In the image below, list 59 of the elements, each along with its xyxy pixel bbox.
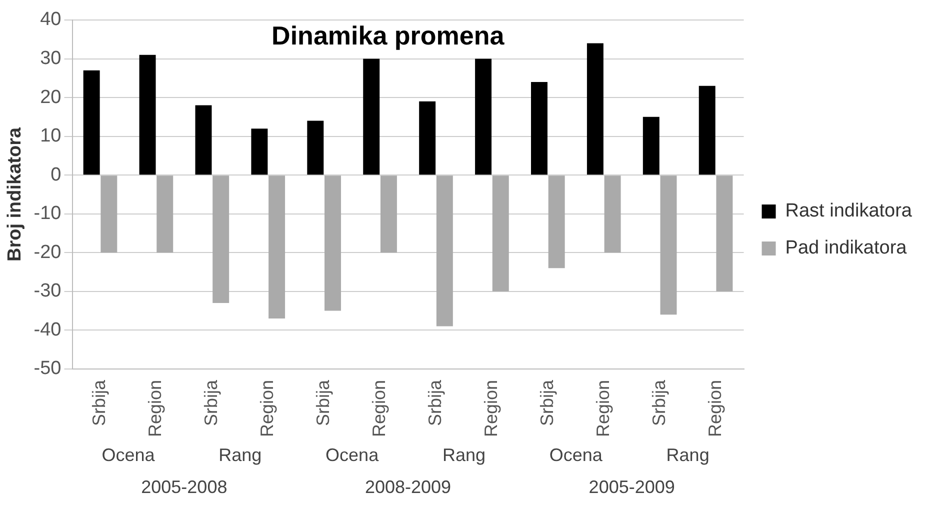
- text: Ocena: [549, 444, 604, 465]
- text: Rang: [442, 444, 486, 465]
- legend-label: Rast indikatora: [785, 200, 912, 222]
- bar: [660, 176, 677, 315]
- y-tick-label: -40: [34, 319, 62, 340]
- bar: [475, 58, 492, 175]
- bar: [324, 176, 341, 311]
- bar: [716, 176, 733, 292]
- x-tick-label: Region: [592, 380, 613, 438]
- x-tick-label: Region: [257, 380, 278, 438]
- bar: [156, 176, 174, 253]
- y-tick-label: -10: [34, 203, 62, 224]
- x-tick-label: Srbija: [648, 378, 669, 426]
- bar: [139, 54, 156, 175]
- x-tick-label: Region: [480, 380, 501, 438]
- bar: [195, 105, 212, 175]
- bar: [548, 176, 565, 268]
- bar: [698, 86, 716, 175]
- y-tick-label: 20: [40, 86, 62, 108]
- x-tick-label: Srbija: [313, 378, 334, 426]
- chart-title: Dinamika promena: [272, 20, 505, 51]
- bar: [642, 116, 660, 175]
- text: Rang: [666, 444, 710, 465]
- bar: [419, 101, 436, 175]
- bar: [436, 176, 453, 326]
- y-tick-label: 40: [40, 9, 62, 30]
- y-tick-label: -50: [34, 358, 62, 380]
- x-tick-label: Region: [145, 380, 166, 438]
- y-axis-title: Broj indikatora: [4, 127, 26, 262]
- y-tick-label: -20: [34, 242, 62, 263]
- text: 2008-2009: [364, 476, 452, 497]
- bar: [212, 176, 230, 304]
- bar: [83, 70, 100, 175]
- text: Ocena: [326, 444, 380, 465]
- bar: [492, 176, 509, 292]
- text: Ocena: [102, 444, 156, 465]
- y-tick-label: -30: [34, 280, 62, 302]
- bar: [307, 120, 324, 175]
- bar: [586, 43, 604, 175]
- bar: [251, 128, 268, 175]
- bar: [531, 82, 548, 175]
- y-tick-label: 0: [50, 164, 62, 186]
- x-tick-label: Region: [369, 380, 390, 438]
- bar: [380, 176, 397, 253]
- text: Rang: [218, 444, 262, 465]
- y-tick-label: 30: [40, 48, 62, 70]
- bar: [100, 176, 118, 253]
- x-tick-label: Srbija: [536, 378, 557, 426]
- x-tick-label: Srbija: [89, 378, 110, 426]
- text: 2005-2009: [588, 476, 675, 497]
- bar: [268, 176, 286, 319]
- text: 2005-2008: [141, 476, 228, 497]
- x-tick-label: Srbija: [201, 378, 222, 426]
- y-tick-label: 10: [40, 126, 62, 147]
- x-tick-label: Region: [704, 380, 725, 438]
- bar: [363, 58, 380, 175]
- legend-label: Pad indikatora: [785, 238, 908, 259]
- bar: [604, 176, 621, 253]
- x-tick-label: Srbija: [424, 378, 445, 426]
